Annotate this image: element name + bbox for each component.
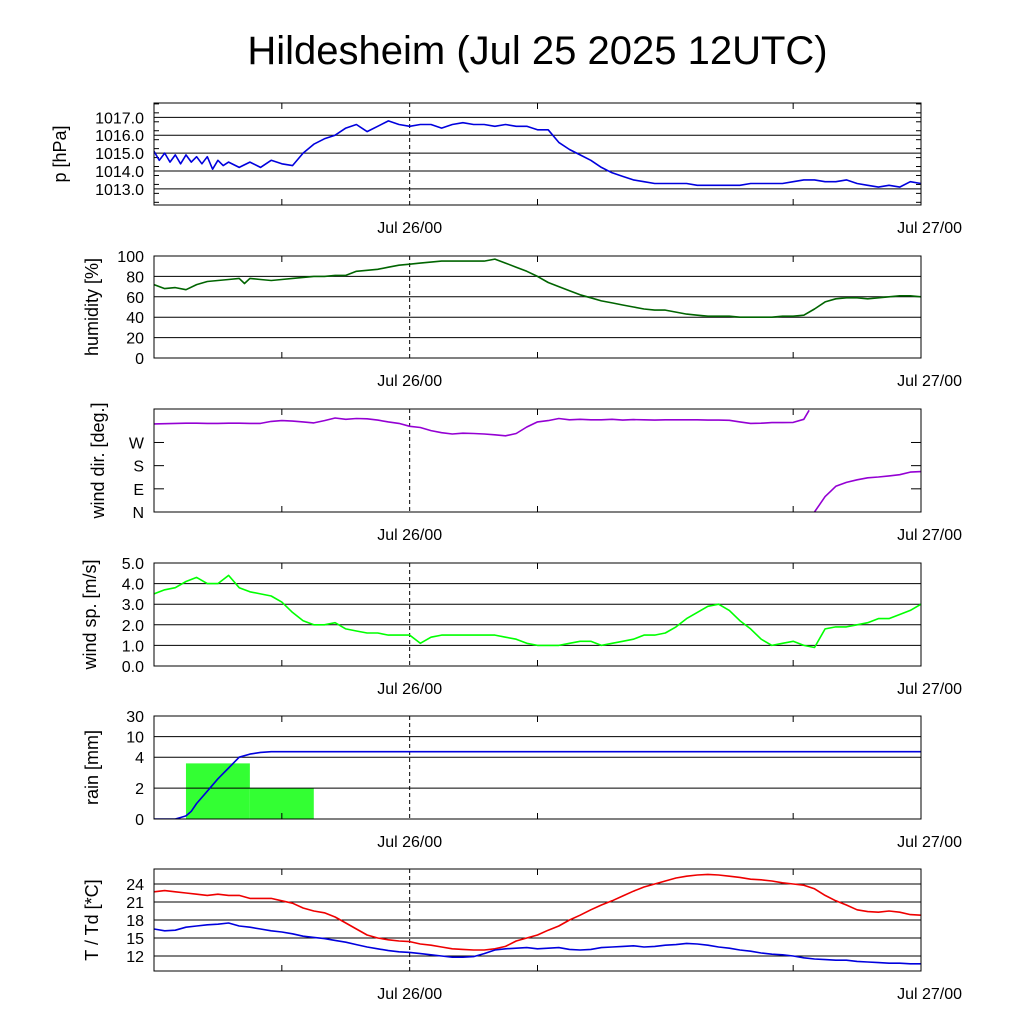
x-tick-label: Jul 27/00 — [897, 220, 962, 237]
plot-frame — [153, 868, 922, 972]
rain-bar — [185, 763, 250, 819]
y-tick-label: S — [133, 459, 144, 476]
y-tick-label: E — [133, 482, 144, 499]
y-tick-label: 24 — [126, 877, 144, 894]
y-tick-label: 1013.0 — [95, 182, 144, 199]
y-tick-label: 0 — [135, 351, 144, 368]
y-tick-label: 4.0 — [122, 577, 144, 594]
x-tick-label: Jul 26/00 — [377, 986, 442, 1003]
chart-title: Hildesheim (Jul 25 2025 12UTC) — [247, 29, 828, 73]
y-tick-label: 1015.0 — [95, 146, 144, 163]
y-tick-label: 100 — [117, 249, 144, 266]
x-tick-label: Jul 27/00 — [897, 986, 962, 1003]
y-tick-label: 20 — [126, 331, 144, 348]
y-tick-label: 1014.0 — [95, 164, 144, 181]
x-tick-label: Jul 26/00 — [377, 527, 442, 544]
x-tick-label: Jul 27/00 — [897, 373, 962, 390]
y-tick-label: 1017.0 — [95, 110, 144, 127]
series-line — [154, 574, 921, 649]
y-tick-label: 21 — [126, 895, 144, 912]
series-line — [154, 873, 921, 951]
y-tick-label: 30 — [126, 709, 144, 726]
y-tick-label: 3.0 — [122, 597, 144, 614]
y-axis-label: p [hPa] — [50, 125, 70, 182]
panel-5: 0 2 4 10 30 rain [mm] Jul 26/00 Jul 27/00 — [82, 709, 962, 851]
y-tick-label: 0 — [135, 812, 144, 829]
series-line — [154, 409, 810, 437]
y-axis-label: rain [mm] — [82, 730, 102, 805]
plot-frame — [153, 102, 922, 206]
y-tick-label: 60 — [126, 290, 144, 307]
y-tick-label: 5.0 — [122, 556, 144, 573]
plot-frame — [153, 715, 922, 820]
y-tick-label: 80 — [126, 269, 144, 286]
series-line — [154, 922, 921, 965]
x-tick-label: Jul 26/00 — [377, 373, 442, 390]
series-line — [154, 750, 921, 819]
plot-frame — [153, 408, 922, 513]
y-tick-label: 4 — [135, 750, 144, 767]
x-tick-label: Jul 26/00 — [377, 834, 442, 851]
series-line — [154, 258, 921, 319]
y-tick-label: 12 — [126, 949, 144, 966]
x-tick-label: Jul 27/00 — [897, 681, 962, 698]
y-axis-label: T / Td [*C] — [82, 879, 102, 960]
y-axis-label: wind sp. [m/s] — [80, 559, 100, 670]
plot-frame — [153, 255, 922, 359]
panel-2: 0 20 40 60 80 100 humidity [%] Jul 26/00 Jul 27/… — [82, 249, 962, 390]
x-tick-label: Jul 26/00 — [377, 681, 442, 698]
y-tick-label: 10 — [126, 730, 144, 747]
panel-4: 0.0 1.0 2.0 3.0 4.0 5.0 wind sp. [m/s] Jul 26/0… — [80, 556, 962, 698]
y-tick-label: W — [129, 435, 145, 452]
x-tick-label: Jul 26/00 — [377, 220, 442, 237]
y-tick-label: 1.0 — [122, 638, 144, 655]
plot-frame — [153, 562, 922, 667]
y-tick-label: 2 — [135, 781, 144, 798]
series-line — [813, 470, 921, 512]
y-tick-label: 2.0 — [122, 618, 144, 635]
y-axis-label: humidity [%] — [82, 258, 102, 356]
series-line — [154, 120, 921, 188]
y-tick-label: N — [132, 505, 144, 522]
y-tick-label: 1016.0 — [95, 128, 144, 145]
y-tick-label: 15 — [126, 931, 144, 948]
x-tick-label: Jul 27/00 — [897, 527, 962, 544]
y-tick-label: 0.0 — [122, 659, 144, 676]
y-tick-label: 40 — [126, 310, 144, 327]
y-axis-label: wind dir. [deg.] — [88, 402, 108, 519]
x-tick-label: Jul 27/00 — [897, 834, 962, 851]
y-tick-label: 18 — [126, 913, 144, 930]
